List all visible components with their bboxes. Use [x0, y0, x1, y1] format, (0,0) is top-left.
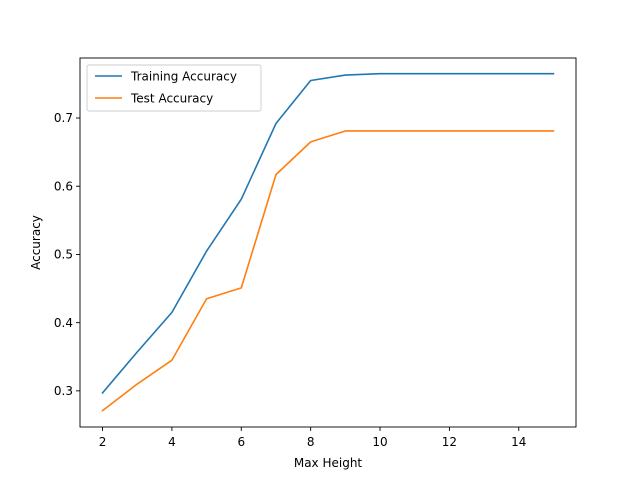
- legend-frame: [86, 64, 262, 112]
- y-tick-label: 0.4: [54, 316, 73, 330]
- y-axis-label: Accuracy: [29, 215, 43, 270]
- x-tick-label: 4: [168, 435, 176, 449]
- x-tick-label: 10: [372, 435, 387, 449]
- series-line-2: [101, 130, 555, 412]
- x-axis-label: Max Height: [294, 456, 363, 470]
- x-axis: 2 4 6 8 10 12 14: [99, 427, 526, 449]
- series-lines: [101, 72, 555, 412]
- legend-label-2: Test Accuracy: [130, 92, 213, 106]
- x-tick-label: 2: [99, 435, 107, 449]
- x-tick-label: 14: [511, 435, 526, 449]
- x-tick-label: 6: [237, 435, 245, 449]
- legend: Training Accuracy Test Accuracy: [86, 64, 262, 112]
- plot-area-frame: [79, 57, 577, 428]
- x-tick-label: 8: [307, 435, 315, 449]
- y-tick-label: 0.7: [54, 111, 73, 125]
- y-axis: 0.3 0.4 0.5 0.6 0.7: [54, 111, 80, 398]
- series-line-1: [101, 72, 555, 395]
- y-tick-label: 0.5: [54, 248, 73, 262]
- y-tick-label: 0.3: [54, 384, 73, 398]
- legend-label-1: Training Accuracy: [130, 70, 237, 84]
- x-tick-label: 12: [442, 435, 457, 449]
- y-tick-label: 0.6: [54, 179, 73, 193]
